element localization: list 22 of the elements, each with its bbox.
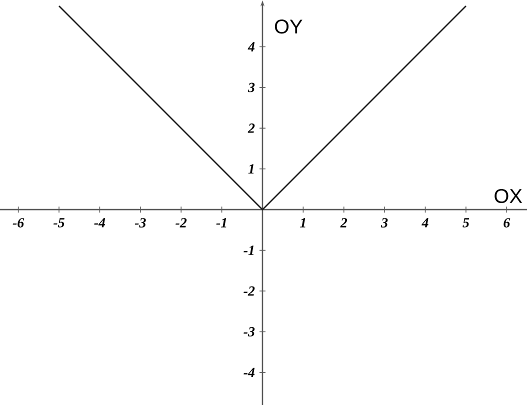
- x-tick-label: -5: [53, 218, 64, 228]
- y-tick-label: -3: [244, 327, 255, 336]
- x-tick-label: -3: [134, 218, 146, 228]
- x-axis-title: OX: [494, 188, 522, 204]
- y-tick-label: 2: [248, 124, 255, 133]
- y-axis-title: OY: [274, 20, 302, 34]
- y-tick-label: 3: [248, 82, 255, 92]
- x-tick-label: 1: [300, 218, 306, 228]
- x-tick-label: -6: [12, 218, 24, 228]
- y-tick-label: 4: [248, 42, 255, 52]
- y-tick-label: 1: [248, 164, 254, 174]
- x-tick-label: 5: [462, 218, 470, 228]
- x-tick-label: -4: [94, 218, 106, 228]
- x-tick-label: 6: [504, 218, 510, 228]
- x-tick-label: 2: [340, 218, 348, 228]
- x-tick-label: -1: [216, 218, 226, 228]
- y-tick-label: -1: [244, 246, 254, 255]
- y-tick-label: -4: [244, 368, 255, 378]
- y-tick-label: -2: [244, 286, 255, 296]
- x-tick-label: 3: [380, 218, 388, 228]
- x-tick-label: -2: [176, 218, 187, 228]
- x-tick-label: 4: [422, 218, 428, 228]
